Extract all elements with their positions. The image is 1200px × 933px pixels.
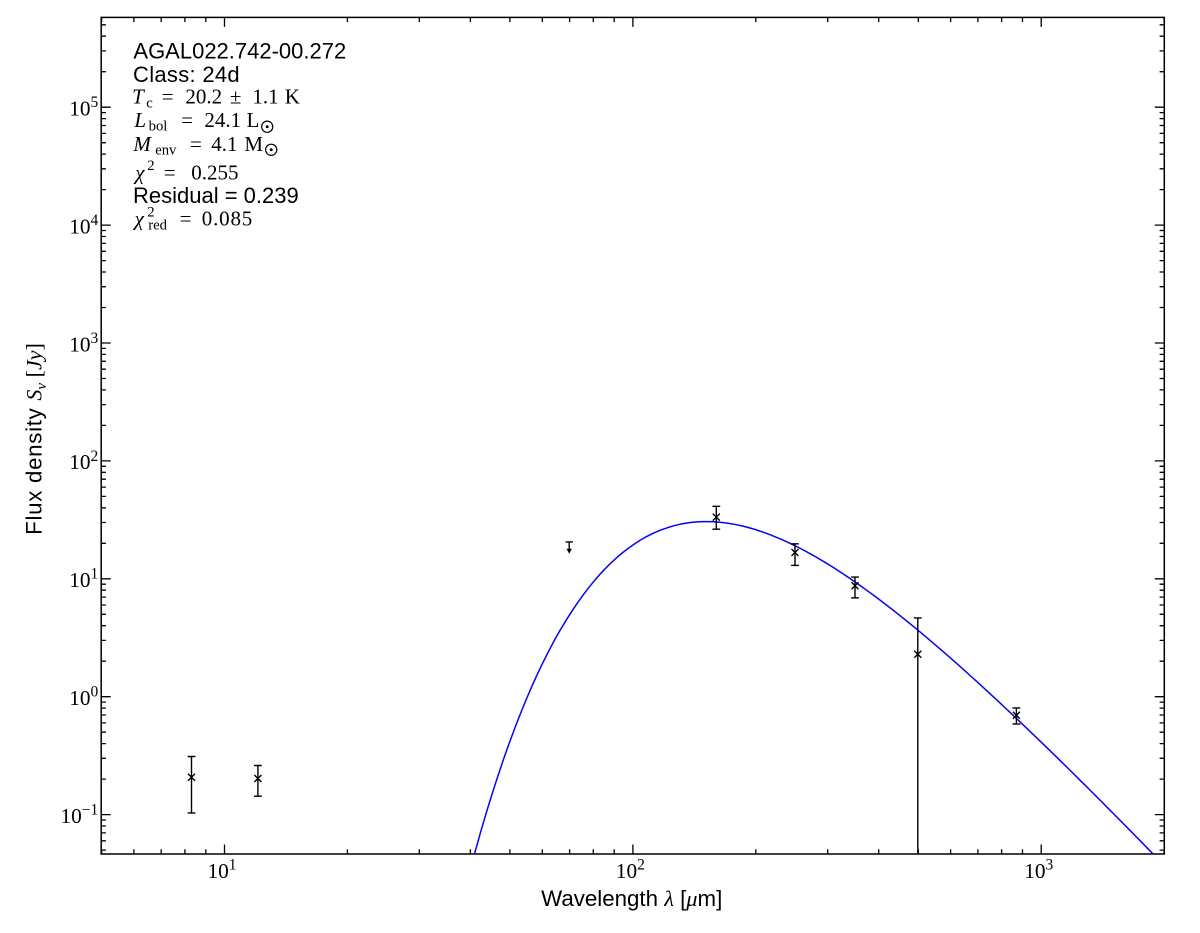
svg-text:AGAL022.742-00.272: AGAL022.742-00.272 <box>133 39 346 64</box>
svg-text:102: 102 <box>616 856 645 882</box>
svg-text:101: 101 <box>69 566 98 592</box>
svg-text:Residual = 0.239: Residual = 0.239 <box>133 183 299 208</box>
svg-text:10−1: 10−1 <box>61 802 99 828</box>
svg-text:Class: 24d: Class: 24d <box>133 62 240 87</box>
svg-text:Tc=20.2±1.1K: Tc = 20.2 ±1.1 K <box>132 85 300 112</box>
svg-text:Wavelength λ [μm]: Wavelength λ [μm] <box>541 886 722 911</box>
svg-text:Flux density Sν [Jy]: Flux density Sν [Jy] <box>22 343 51 535</box>
svg-text:105: 105 <box>69 94 98 120</box>
svg-text:χ2=0.255: χ 2 = 0.255 <box>133 158 238 184</box>
svg-text:100: 100 <box>69 684 98 710</box>
svg-text:104: 104 <box>69 212 98 238</box>
svg-text:103: 103 <box>69 330 98 356</box>
svg-text:102: 102 <box>69 448 98 474</box>
